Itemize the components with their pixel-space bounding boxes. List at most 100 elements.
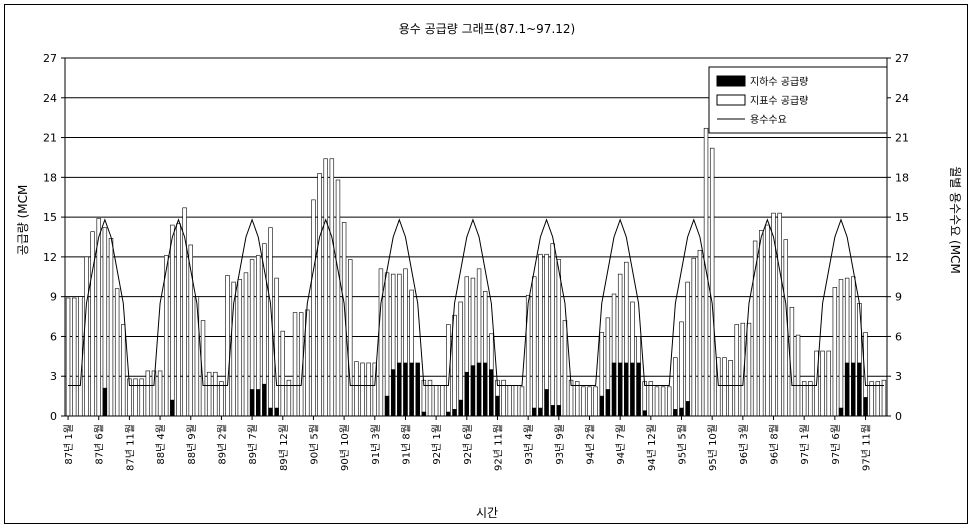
surface-bar: [575, 381, 580, 417]
surface-bar: [507, 385, 512, 417]
groundwater-bar: [170, 399, 175, 417]
surface-bar: [679, 321, 684, 417]
groundwater-bar: [489, 369, 494, 417]
surface-bar: [176, 223, 181, 417]
surface-bar: [84, 256, 89, 417]
x-tick-label: 97년 11월: [861, 424, 873, 471]
surface-bar: [593, 386, 598, 417]
demand-line: [68, 218, 884, 386]
groundwater-bar: [556, 405, 562, 417]
groundwater-bar: [857, 362, 862, 417]
x-tick-label: 97년 1월: [799, 424, 811, 465]
surface-bar: [562, 320, 568, 417]
groundwater-bar: [630, 362, 635, 417]
surface-bar: [746, 322, 752, 417]
surface-bar: [366, 362, 371, 417]
surface-bar: [759, 230, 764, 417]
plot-area-border: [64, 57, 888, 417]
surface-bar: [274, 277, 279, 417]
surface-bar: [157, 370, 163, 417]
surface-bar: [801, 381, 807, 417]
x-tick-label: 95년 10월: [707, 424, 719, 471]
surface-bar: [323, 158, 328, 417]
surface-bar: [808, 381, 813, 417]
x-tick-label: 93년 9월: [554, 424, 566, 465]
surface-bar: [538, 253, 543, 417]
legend-surface-swatch: [716, 94, 746, 106]
y-tick-label-left: 21: [43, 132, 57, 145]
surface-bar: [378, 268, 384, 417]
y-tick-label-right: 3: [895, 370, 902, 383]
surface-bar: [838, 279, 844, 417]
groundwater-bar: [611, 362, 617, 417]
y-tick-label-right: 15: [895, 211, 909, 224]
x-tick-label: 90년 5월: [308, 424, 320, 465]
x-tick-label: 87년 1월: [63, 424, 75, 465]
groundwater-bar: [642, 410, 647, 417]
surface-bar: [96, 218, 101, 417]
surface-bar: [145, 370, 151, 417]
groundwater-bar: [452, 409, 457, 417]
surface-bar: [826, 350, 831, 417]
surface-bar: [335, 179, 341, 417]
x-tick-label: 92년 11월: [492, 424, 504, 471]
water-supply-chart: 용수 공급량 그래프(87.1~97.12) 시간 공급량 (MCM 월별 용수…: [16, 22, 962, 520]
groundwater-bar: [470, 365, 476, 417]
surface-bar: [654, 386, 660, 417]
x-tick-label: 89년 2월: [216, 424, 228, 465]
surface-bar: [384, 272, 390, 417]
y-tick-label-right: 12: [895, 251, 909, 264]
groundwater-bar: [384, 395, 390, 417]
x-tick-label: 88년 4월: [155, 424, 167, 465]
surface-bar: [691, 257, 696, 417]
groundwater-bar: [495, 395, 500, 417]
surface-bar: [90, 231, 95, 417]
surface-bar: [709, 147, 715, 417]
right-axis-label: 월별 용수수요 (MCM: [948, 166, 962, 274]
surface-bar: [133, 378, 138, 417]
groundwater-bar: [482, 362, 488, 417]
surface-bar: [317, 173, 322, 417]
x-tick-label: 91년 3월: [370, 424, 382, 465]
surface-bar: [722, 357, 727, 417]
groundwater-bar: [390, 369, 396, 417]
groundwater-bar: [102, 387, 108, 417]
groundwater-bar: [624, 362, 629, 417]
x-tick-label: 87년 6월: [94, 424, 106, 465]
groundwater-bar: [409, 362, 414, 417]
y-tick-label-left: 15: [43, 211, 57, 224]
left-axis-label: 공급량 (MCM: [16, 185, 30, 256]
surface-bar: [280, 330, 285, 417]
legend-demand-label: 용수수요: [750, 114, 787, 126]
surface-bar: [513, 385, 519, 417]
x-tick-label: 90년 10월: [339, 424, 351, 471]
surface-bar: [550, 243, 555, 417]
groundwater-bar: [249, 389, 255, 417]
groundwater-bar: [544, 389, 549, 417]
x-tick-label: 91년 8월: [400, 424, 412, 465]
groundwater-bar: [262, 383, 267, 417]
groundwater-bar: [274, 407, 279, 417]
surface-bar: [795, 334, 801, 417]
surface-bar: [556, 259, 562, 417]
legend: 지하수 공급량 지표수 공급량 용수수요: [708, 66, 888, 134]
x-tick-label: 93년 4월: [523, 424, 535, 465]
y-tick-label-left: 18: [43, 171, 57, 184]
surface-bar: [875, 381, 881, 417]
groundwater-bar: [476, 362, 482, 417]
surface-bar: [213, 371, 218, 417]
groundwater-bar: [256, 389, 261, 417]
surface-bar: [458, 301, 463, 417]
surface-bar: [114, 288, 120, 417]
surface-bar: [360, 362, 365, 417]
groundwater-bar: [673, 409, 678, 417]
chart-frame: 용수 공급량 그래프(87.1~97.12) 시간 공급량 (MCM 월별 용수…: [4, 4, 968, 524]
y-tick-label-right: 18: [895, 171, 909, 184]
surface-bar: [102, 227, 108, 417]
y-tick-label-left: 24: [43, 92, 57, 105]
chart-title: 용수 공급량 그래프(87.1~97.12): [399, 22, 575, 36]
surface-bar: [820, 350, 825, 417]
surface-bar: [71, 297, 77, 417]
surface-bar: [765, 224, 770, 417]
grid-lines: [65, 97, 887, 377]
